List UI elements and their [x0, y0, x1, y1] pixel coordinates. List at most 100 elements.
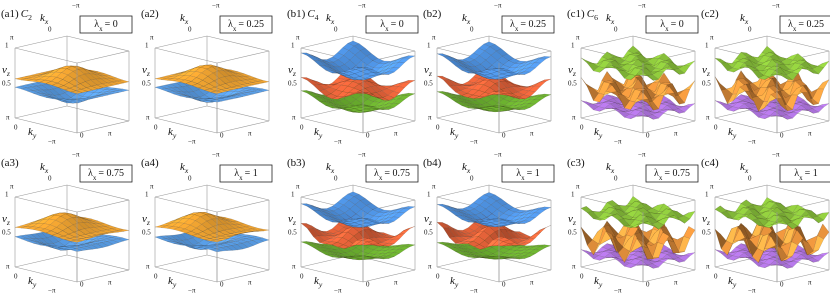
lambda-value: = 0 — [671, 19, 684, 30]
box-edge — [217, 200, 269, 212]
lambda-sub: x — [99, 25, 103, 33]
vz-label: vz — [568, 213, 576, 228]
surface-patch — [581, 101, 592, 105]
box-edge — [363, 270, 415, 282]
vz-label: vz — [288, 64, 296, 79]
tick-label: π — [432, 183, 436, 191]
lambda-value: = 0.75 — [664, 168, 690, 179]
tick-label: π — [808, 130, 812, 138]
tick-label: π — [150, 183, 154, 191]
lambda-value: = 1 — [805, 168, 818, 179]
tick-label: 0 — [502, 281, 506, 289]
tick-label: π — [576, 34, 580, 42]
tick-label: 0 — [436, 124, 440, 132]
tick-label: 1 — [145, 191, 149, 199]
lambda-sub: x — [521, 174, 525, 182]
lambda-value: = 0 — [391, 19, 404, 30]
tick-label: 0 — [154, 273, 158, 281]
tick-label: 1 — [427, 42, 431, 50]
ky-label-sub: y — [598, 131, 603, 140]
tick-label: 0 — [300, 124, 304, 132]
panel-label-text: (c4) — [701, 157, 719, 169]
tick-label: π — [710, 34, 714, 42]
ky-label-sub: y — [732, 280, 737, 289]
tick-label: 0 — [580, 124, 584, 132]
ky-label-sub: y — [32, 280, 37, 289]
tick-label: −π — [358, 151, 366, 159]
tick-label: π — [108, 130, 112, 138]
tick-label: 0 — [80, 132, 84, 140]
tick-label: 0.5 — [568, 80, 577, 88]
box-edge — [777, 270, 829, 282]
panel-label-text: (b4) — [423, 157, 442, 169]
vz-label: vz — [142, 213, 150, 228]
tick-label: 0 — [334, 175, 338, 183]
kx-label: kx — [326, 12, 335, 27]
tick-label: −π — [72, 2, 80, 10]
tick-label: −π — [614, 287, 622, 295]
panel-label: (a2) — [141, 8, 159, 20]
surface-patch — [534, 228, 545, 235]
tick-label: 1 — [705, 42, 709, 50]
box-edge — [15, 267, 77, 282]
tick-label: 0 — [714, 273, 718, 281]
tick-label: 0.5 — [2, 80, 11, 88]
panel-label: (c2) — [701, 8, 719, 20]
lambda-sub: x — [659, 174, 663, 182]
vz-label: vz — [424, 64, 432, 79]
box-edge — [301, 267, 363, 282]
tick-label: 0 — [220, 281, 224, 289]
tick-label: 0 — [14, 273, 18, 281]
panel-label: (b4) — [423, 157, 442, 169]
tick-label: π — [248, 130, 252, 138]
box-edge — [67, 106, 129, 121]
box-edge — [217, 51, 269, 63]
lambda-value: = 1 — [527, 168, 540, 179]
tick-label: −π — [188, 287, 196, 295]
box-edge — [77, 121, 129, 133]
tick-label: 0 — [614, 26, 618, 34]
vz-label: vz — [288, 213, 296, 228]
tick-label: 0 — [188, 26, 192, 34]
box-edge — [217, 270, 269, 282]
tick-label: π — [6, 114, 10, 122]
box-edge — [301, 118, 363, 133]
vz-label: vz — [568, 64, 576, 79]
box-edge — [301, 185, 353, 197]
box-edge — [715, 267, 777, 282]
tick-label: π — [394, 130, 398, 138]
vz-label-sub: z — [706, 218, 710, 227]
box-edge — [15, 255, 67, 267]
surface-patch — [818, 80, 829, 89]
lambda-sub: x — [515, 25, 519, 33]
surface-patch — [684, 80, 695, 90]
panel-label-text: (c3) — [567, 157, 585, 169]
tick-label: 0.5 — [702, 80, 711, 88]
surface-patch — [715, 101, 726, 105]
box-edge — [715, 185, 767, 197]
tick-label: π — [432, 34, 436, 42]
kx-label: kx — [180, 161, 189, 176]
vz-label-sub: z — [706, 69, 710, 78]
ky-label-sub: y — [732, 131, 737, 140]
surface-patch — [684, 61, 695, 66]
box-edge — [155, 185, 207, 197]
tick-label: −π — [638, 2, 646, 10]
ky-label: ky — [168, 126, 177, 141]
box-edge — [207, 185, 269, 200]
tick-label: 0 — [436, 273, 440, 281]
tick-label: 0 — [714, 124, 718, 132]
tick-label: 0 — [780, 281, 784, 289]
ky-label: ky — [728, 275, 737, 290]
panel-label-text: (b3) — [287, 157, 306, 169]
tick-label: π — [394, 279, 398, 287]
kx-label: kx — [740, 12, 749, 27]
ky-label-sub: y — [598, 280, 603, 289]
tick-label: −π — [470, 287, 478, 295]
box-edge — [767, 185, 829, 200]
tick-label: 0 — [580, 273, 584, 281]
ky-label: ky — [594, 126, 603, 141]
ky-label: ky — [450, 126, 459, 141]
panel: (b3)λx= 0.75kx−π0π1vz0.5π0ky−π0π — [287, 151, 418, 295]
panel-label: (b1)C4 — [287, 8, 319, 23]
